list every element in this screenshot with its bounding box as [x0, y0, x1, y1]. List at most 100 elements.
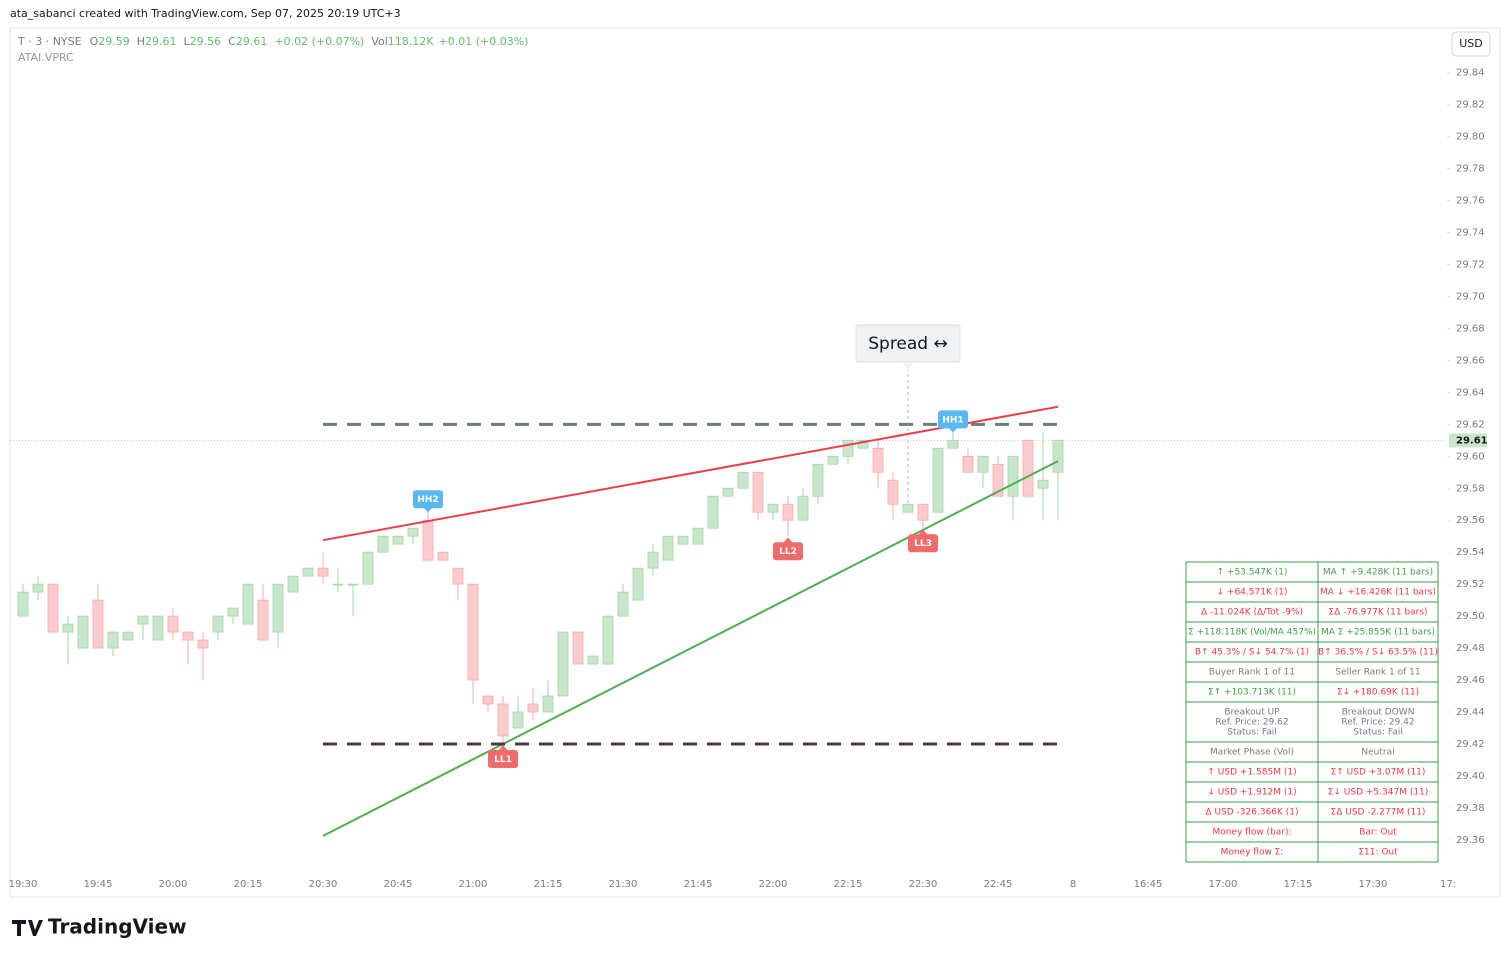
table-text: Buyer Rank 1 of 11 [1209, 668, 1295, 678]
candle-body [572, 631, 584, 665]
currency-label[interactable]: USD [1459, 37, 1483, 50]
y-tick-label: 29.82 [1456, 100, 1485, 111]
y-tick-label: 29.42 [1456, 739, 1485, 750]
table-text: ↓ +64.571K (1) [1217, 588, 1288, 598]
candle-body [437, 551, 449, 561]
volume-key: Vol [371, 35, 387, 48]
candle-body [767, 503, 779, 513]
x-tick-label: 20:15 [234, 879, 263, 890]
x-tick-label: 19:30 [9, 879, 38, 890]
y-tick-label: 29.80 [1456, 132, 1485, 143]
candle-body [422, 519, 434, 561]
table-text: Σ↑ +103.713K (11) [1208, 688, 1296, 698]
candle-body [992, 463, 1004, 497]
candle-body [662, 535, 674, 561]
ohlc-key: C [228, 35, 236, 48]
candle-body [647, 551, 659, 569]
symbol: T · 3 · NYSE [17, 35, 82, 48]
candle-body [122, 631, 134, 641]
y-tick-label: 29.68 [1456, 323, 1485, 334]
candle-body [62, 623, 74, 633]
candle-body [617, 591, 629, 617]
candle-body [737, 471, 749, 489]
currency-button[interactable] [1451, 31, 1491, 57]
y-tick-label: 29.52 [1456, 579, 1485, 590]
candle-body [92, 599, 104, 649]
ohlc-key: L [184, 35, 191, 48]
candle-body [407, 527, 419, 537]
x-tick-label: 20:45 [384, 879, 413, 890]
table-text: Σ↑ USD +3.07M (11) [1331, 768, 1426, 778]
pivot-box [488, 749, 518, 768]
table-text: MA ↓ +16.426K (11 bars) [1320, 588, 1436, 598]
candle-body [512, 711, 524, 729]
pivot-box [413, 490, 443, 509]
candle-body [812, 463, 824, 497]
y-tick-label: 29.46 [1456, 675, 1485, 686]
ohlc-value: 29.56 [190, 35, 222, 48]
y-tick-label: 29.36 [1456, 835, 1485, 846]
pivot-label: HH1 [942, 415, 963, 425]
pivot-arrow [948, 427, 958, 433]
candle-body [947, 439, 959, 449]
table-text: Money flow Σ: [1221, 848, 1284, 858]
candle-body [932, 447, 944, 513]
table-text: MA Σ +25.855K (11 bars) [1321, 628, 1435, 638]
table-text: MA ↑ +9.428K (11 bars) [1323, 568, 1433, 578]
x-tick-label: 8 [1070, 879, 1076, 890]
candle-body [302, 567, 314, 577]
x-tick-label: 21:45 [684, 879, 713, 890]
candle-body [677, 535, 689, 545]
candle-body [377, 535, 389, 553]
ohlc-value: 29.59 [98, 35, 130, 48]
candle-body [827, 455, 839, 465]
x-tick-label: 17:00 [1209, 879, 1238, 890]
table-text: Breakout UP [1224, 708, 1280, 718]
table-text: B↑ 36.5% / S↓ 63.5% (11) [1318, 648, 1438, 658]
candle-body [197, 639, 209, 649]
candle-body [557, 631, 569, 697]
candle-body [107, 631, 119, 649]
annotation-text: Spread ↔ [868, 334, 948, 354]
candle-body [452, 567, 464, 585]
x-tick-label: 17: [1440, 879, 1456, 890]
x-tick-label: 22:15 [834, 879, 863, 890]
candle-body [287, 575, 299, 593]
ohlc-key: H [137, 35, 145, 48]
y-tick-label: 29.78 [1456, 164, 1485, 175]
table-text: Seller Rank 1 of 11 [1335, 668, 1420, 678]
candle-body [167, 615, 179, 633]
candle-body [962, 455, 974, 473]
candle-body [542, 695, 554, 713]
last-price-box [1449, 433, 1487, 448]
pivot-label: LL3 [914, 539, 932, 549]
candle-body [1037, 479, 1049, 489]
candle-body [752, 471, 764, 513]
table-text: ΣΔ -76.977K (11 bars) [1328, 608, 1427, 618]
table-text: Ref. Price: 29.62 [1215, 718, 1288, 728]
candle-body [467, 583, 479, 681]
candle-body [32, 583, 44, 593]
candle-body [872, 447, 884, 473]
pivot-box [908, 534, 938, 553]
table-text: Σ +118.118K (Vol/MA 457%) [1188, 628, 1316, 638]
candle-body [482, 695, 494, 705]
pivot-box [938, 410, 968, 429]
table-text: ΣΔ USD -2.277M (11) [1331, 808, 1426, 818]
table-text: Status: Fail [1353, 728, 1402, 738]
x-tick-label: 22:00 [759, 879, 788, 890]
annotation-pointer [902, 362, 914, 370]
candle-body [977, 455, 989, 473]
y-tick-label: 29.44 [1456, 707, 1485, 718]
candle-body [1022, 439, 1034, 497]
volume-change: +0.01 (+0.03%) [438, 35, 528, 48]
candle-body [332, 583, 344, 586]
ohlc-value: 29.61 [236, 35, 268, 48]
candle-body [227, 607, 239, 617]
y-tick-label: 29.38 [1456, 803, 1485, 814]
table-text: ↑ USD +1.585M (1) [1207, 768, 1296, 778]
trend-line [322, 405, 1059, 542]
volume-value: 118.12K [388, 35, 434, 48]
candle-body [317, 567, 329, 577]
